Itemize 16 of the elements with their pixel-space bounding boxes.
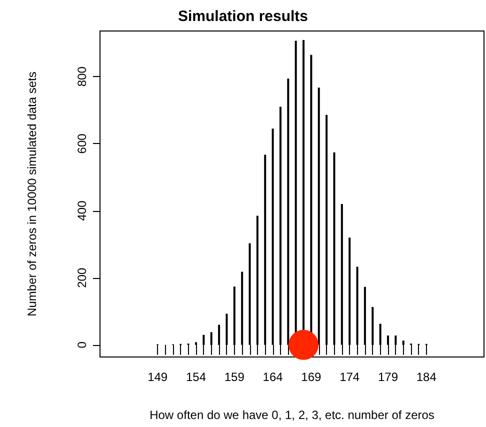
- x-tick-label: 164: [262, 370, 284, 384]
- y-tick-label: 600: [75, 133, 89, 154]
- x-tick-label: 149: [148, 370, 168, 384]
- x-tick-label: 184: [416, 370, 437, 384]
- y-tick-label: 200: [75, 268, 89, 288]
- y-axis-title: Number of zeros in 10000 simulated data sets: [25, 72, 39, 316]
- y-tick-label: 400: [75, 200, 89, 221]
- x-axis-title: How often do we have 0, 1, 2, 3, etc. number of zeros: [150, 408, 434, 422]
- x-tick-label: 179: [378, 370, 398, 384]
- y-tick-label: 0: [75, 341, 89, 348]
- x-tick-label: 169: [301, 370, 322, 384]
- x-tick-label: 159: [224, 370, 245, 384]
- chart-title: Simulation results: [178, 8, 308, 25]
- x-tick-label: 174: [340, 370, 360, 384]
- y-tick-label: 800: [75, 66, 89, 87]
- x-tick-label: 154: [186, 370, 206, 384]
